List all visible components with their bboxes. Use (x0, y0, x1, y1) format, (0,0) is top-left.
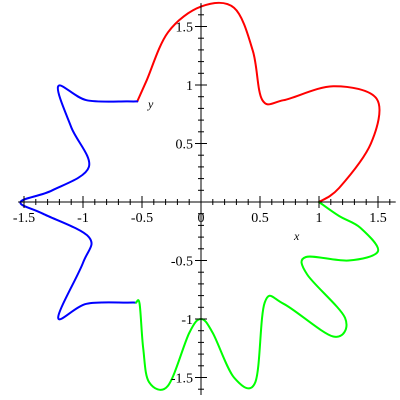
curve-segment-1 (136, 1, 381, 203)
x-tick-label: 0.5 (251, 211, 269, 226)
x-axis-label: x (293, 229, 300, 243)
tick-labels: -1.5 -1 -0.5 0 0.5 1 1.5 1.5 1 0.5 -0.5 -1 -1.5 (13, 21, 387, 387)
y-tick-label: -0.5 (171, 255, 193, 270)
y-tick-label: -1.5 (171, 372, 193, 387)
axes (18, 3, 396, 396)
y-tick-label: 1.5 (176, 21, 194, 36)
y-axis-label: y (147, 97, 154, 111)
y-tick-label: 1 (186, 79, 193, 94)
y-tick-label: -1 (181, 313, 193, 328)
curve-segment-3 (135, 201, 380, 391)
x-tick-label: -1 (77, 211, 89, 226)
y-tick-label: 0.5 (176, 138, 194, 153)
major-ticks (23, 26, 379, 378)
x-tick-label: 1.5 (369, 211, 387, 226)
x-tick-label: -0.5 (131, 211, 153, 226)
x-tick-label: -1.5 (13, 211, 35, 226)
x-tick-label: 0 (198, 211, 205, 226)
x-tick-label: 1 (316, 211, 323, 226)
plot-curves (19, 1, 381, 391)
